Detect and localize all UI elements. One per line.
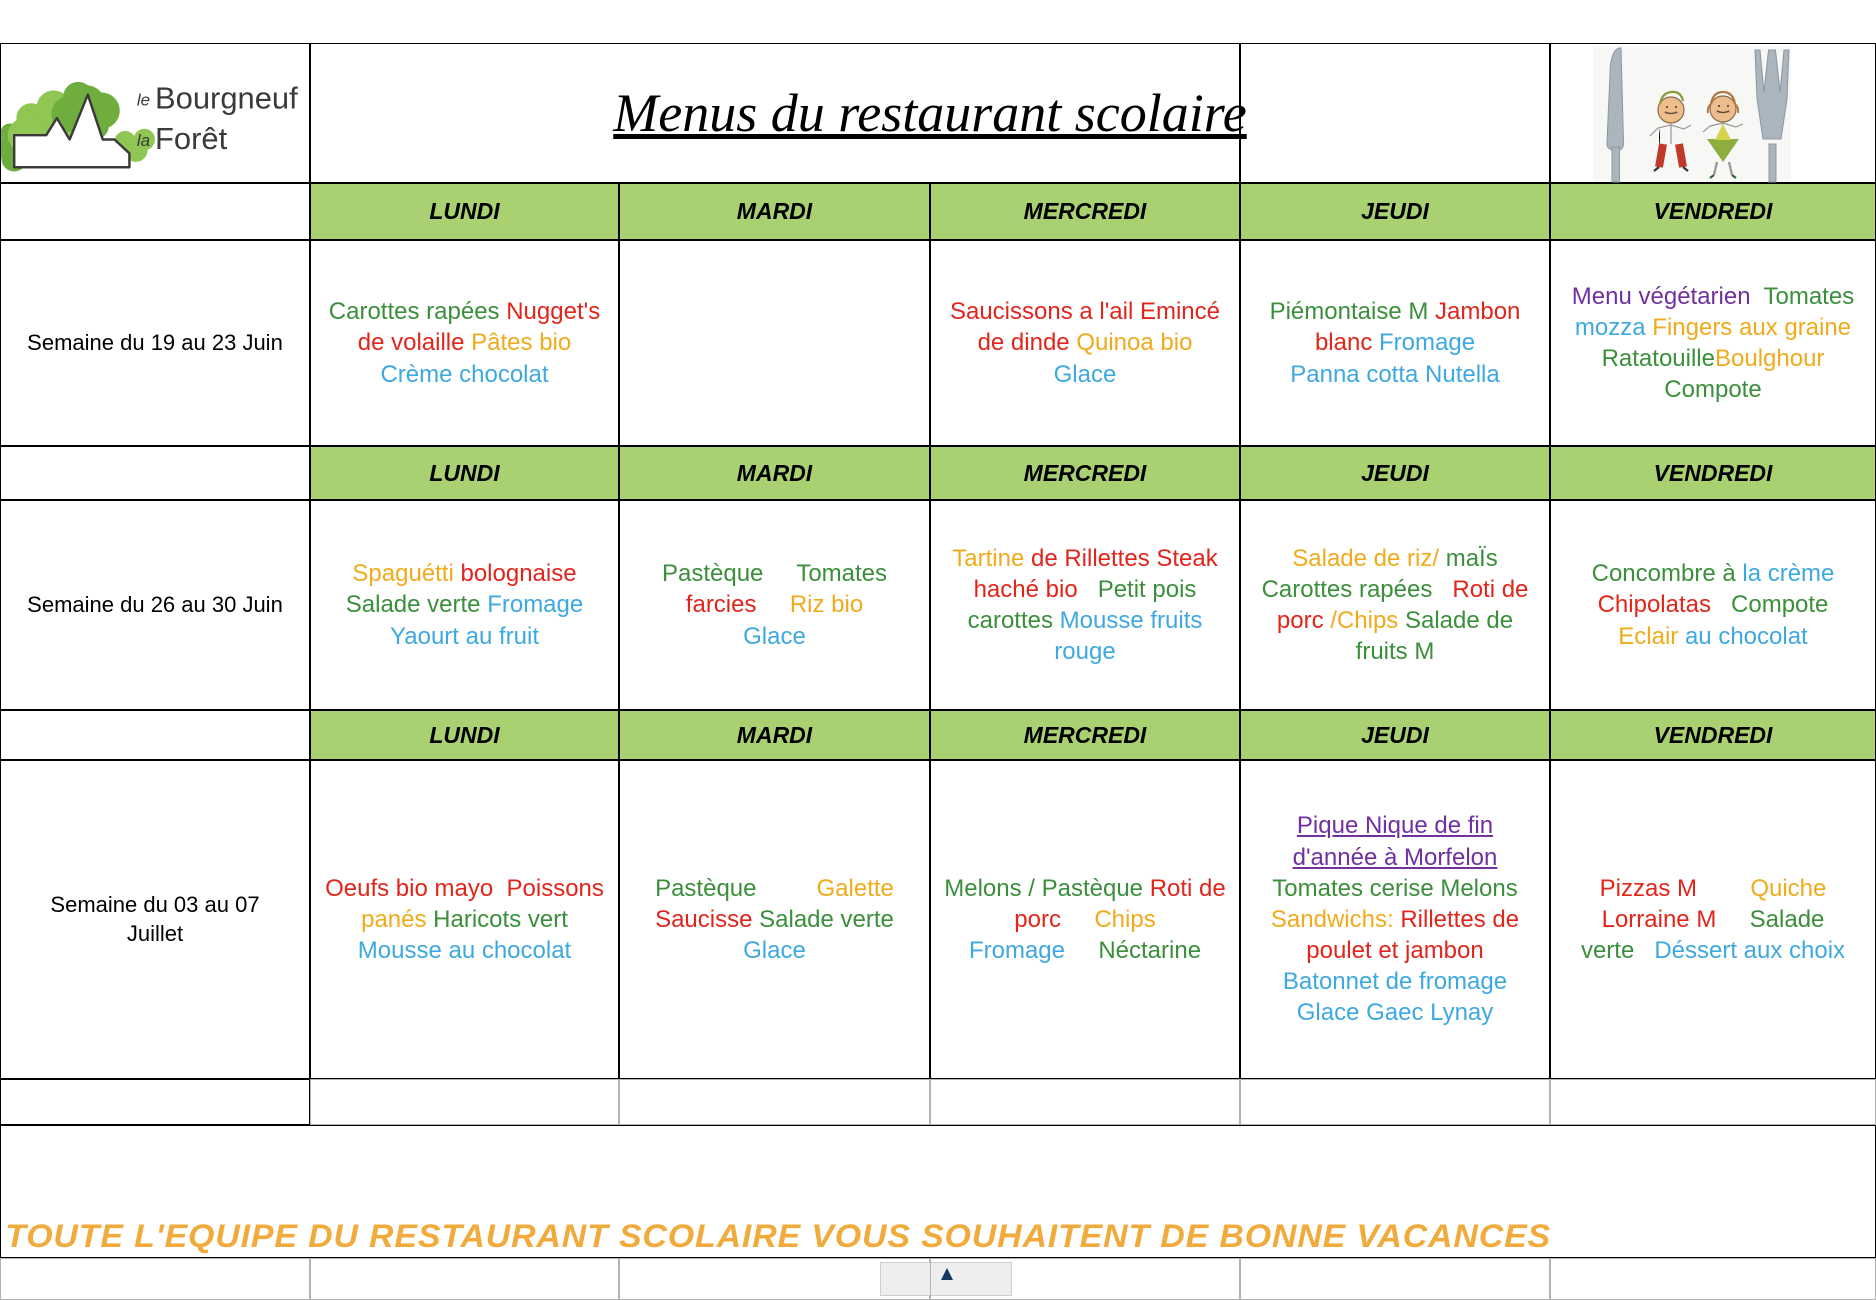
svg-text:le: le (137, 90, 150, 109)
svg-text:Bourgneuf: Bourgneuf (155, 81, 298, 116)
svg-text:Forêt: Forêt (155, 121, 228, 156)
svg-text:la: la (137, 131, 150, 150)
